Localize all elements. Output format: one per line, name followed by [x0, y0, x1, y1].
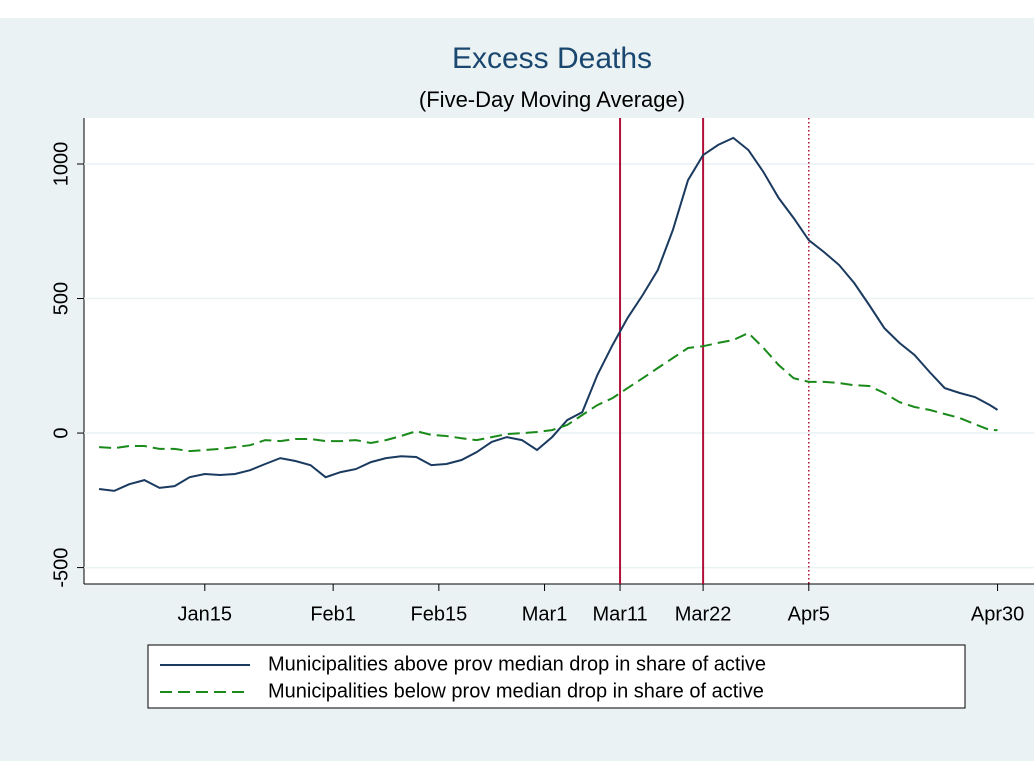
series-line	[99, 331, 998, 453]
y-tick-label: 0	[50, 427, 72, 438]
x-tick-label: Feb1	[310, 603, 356, 625]
chart-subtitle: (Five-Day Moving Average)	[419, 87, 685, 112]
legend-label: Municipalities below prov median drop in…	[268, 680, 764, 702]
y-tick-label: 500	[50, 282, 72, 315]
y-tick-label: 1000	[50, 142, 72, 187]
x-tick-label: Mar22	[675, 603, 732, 625]
y-tick-label: -500	[50, 548, 72, 588]
x-tick-label: Jan15	[178, 603, 233, 625]
x-tick-label: Mar1	[522, 603, 568, 625]
series-line	[98, 136, 999, 492]
legend	[147, 644, 966, 709]
x-tick-label: Mar11	[592, 603, 647, 625]
x-tick-label: Apr30	[971, 603, 1024, 625]
x-tick-label: Feb15	[410, 603, 467, 625]
x-tick-label: Apr5	[788, 603, 830, 625]
plot-area	[84, 118, 1034, 584]
legend-label: Municipalities above prov median drop in…	[268, 653, 766, 675]
chart-title: Excess Deaths	[452, 42, 652, 75]
